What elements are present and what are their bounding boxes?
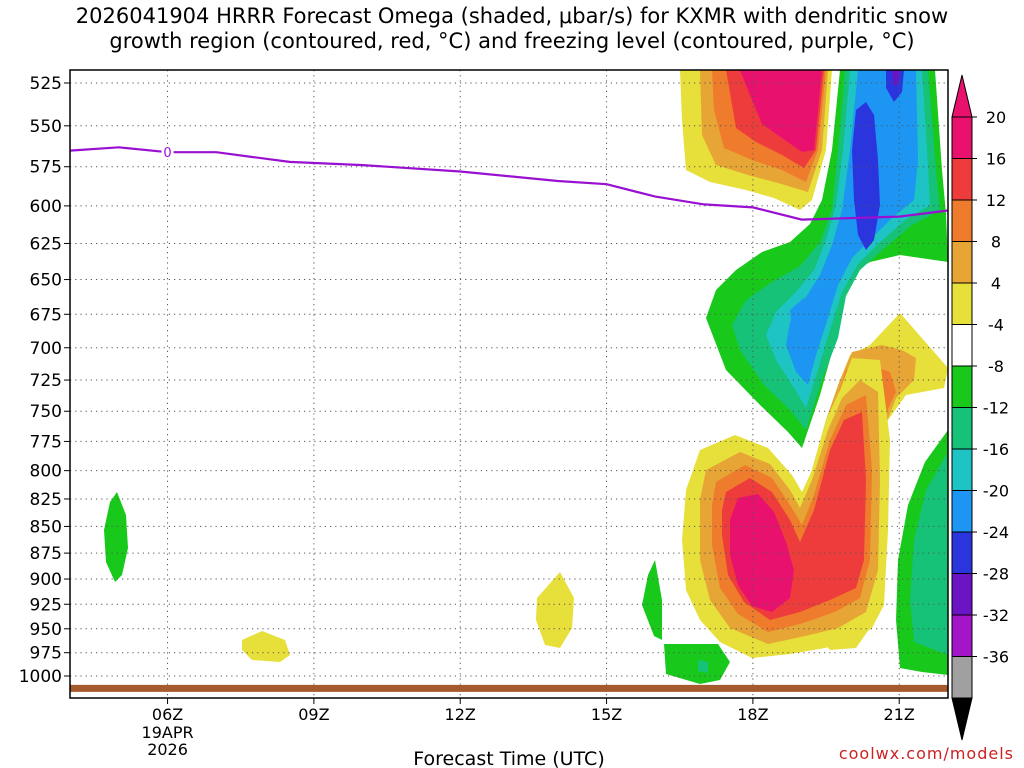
x-tick-date: 19APR <box>142 723 194 742</box>
colorbar-label-11: -28 <box>983 565 1009 584</box>
grid-lines <box>70 70 948 698</box>
y-tick-label-725: 725 <box>30 371 62 391</box>
colorbar-label-9: -20 <box>983 482 1009 501</box>
title-line-2: growth region (contoured, red, °C) and f… <box>109 29 915 53</box>
colorbar-cell-0 <box>951 116 973 159</box>
y-tick-label-600: 600 <box>30 197 62 217</box>
omega-upper-sinking-band <box>706 70 948 448</box>
y-tick-label-850: 850 <box>30 517 62 537</box>
freezing-level-line <box>69 146 949 221</box>
y-tick-label-650: 650 <box>30 271 62 291</box>
colorbar-cell-10 <box>951 531 973 574</box>
colorbar: 20 16 12 8 4 -4 -8 -12 -16 -20 -24 -28 -32 -36 <box>951 74 1009 741</box>
y-tick-label-900: 900 <box>30 570 62 590</box>
y-tick-label-775: 775 <box>30 432 62 452</box>
omega-upper-rising-core <box>680 70 832 210</box>
y-tick-label-700: 700 <box>30 339 62 359</box>
colorbar-cell-2 <box>951 199 973 242</box>
colorbar-label-5: -4 <box>988 316 1004 335</box>
title-line-1: 2026041904 HRRR Forecast Omega (shaded, … <box>75 4 949 28</box>
colorbar-cell-3 <box>951 241 973 284</box>
colorbar-label-4: 4 <box>991 274 1001 293</box>
colorbar-bottom-triangle <box>951 697 973 741</box>
y-tick-label-550: 550 <box>30 117 62 137</box>
colorbar-label-8: -16 <box>983 440 1009 459</box>
colorbar-cell-4 <box>951 282 973 325</box>
colorbar-cell-9 <box>951 490 973 533</box>
freezing-level-label-bg <box>161 145 174 160</box>
y-tick-label-825: 825 <box>30 490 62 510</box>
plot-frame <box>69 69 949 699</box>
colorbar-cell-7 <box>951 407 973 450</box>
colorbar-label-1: 16 <box>986 150 1006 169</box>
colorbar-cell-12 <box>951 614 973 657</box>
omega-lower-rising-core <box>682 358 890 658</box>
omega-small-rising-patches <box>242 572 574 662</box>
y-tick-label-625: 625 <box>30 234 62 254</box>
x-axis-label: Forecast Time (UTC) <box>413 748 604 768</box>
colorbar-cell-13 <box>951 656 973 699</box>
freezing-level-contour: 0 <box>69 145 949 221</box>
x-tick-label-18Z: 18Z <box>737 705 768 724</box>
y-tick-label-800: 800 <box>30 462 62 482</box>
x-tick-label-21Z: 21Z <box>884 705 915 724</box>
colorbar-top-triangle <box>951 74 973 118</box>
y-tick-label-950: 950 <box>30 620 62 640</box>
colorbar-label-0: 20 <box>986 108 1006 127</box>
colorbar-label-10: -24 <box>983 523 1009 542</box>
colorbar-label-13: -36 <box>983 648 1009 667</box>
colorbar-label-7: -12 <box>983 399 1009 418</box>
y-tick-label-925: 925 <box>30 595 62 615</box>
colorbar-label-12: -32 <box>983 606 1009 625</box>
x-tick-label-09Z: 09Z <box>298 705 329 724</box>
y-tick-label-575: 575 <box>30 158 62 178</box>
watermark: coolwx.com/models <box>838 744 1014 763</box>
colorbar-cell-11 <box>951 573 973 616</box>
y-tick-label-1000: 1000 <box>19 667 62 687</box>
x-tick-label-15Z: 15Z <box>591 705 622 724</box>
y-tick-label-750: 750 <box>30 402 62 422</box>
colorbar-label-2: 12 <box>986 191 1006 210</box>
x-tick-year: 2026 <box>147 740 188 759</box>
colorbar-cell-8 <box>951 448 973 491</box>
y-tick-label-525: 525 <box>30 74 62 94</box>
y-tick-label-875: 875 <box>30 544 62 564</box>
colorbar-label-3: 8 <box>991 233 1001 252</box>
x-tick-label-06Z: 06Z <box>152 705 183 724</box>
colorbar-label-6: -8 <box>988 357 1004 376</box>
y-axis: 525 550 575 600 625 650 675 700 725 750 775 800 825 8… <box>19 74 70 687</box>
chart-title: 2026041904 HRRR Forecast Omega (shaded, … <box>0 4 1024 54</box>
y-tick-label-975: 975 <box>30 644 62 664</box>
y-tick-label-675: 675 <box>30 305 62 325</box>
colorbar-cell-6 <box>951 365 973 408</box>
ground-strip <box>70 684 948 692</box>
colorbar-cell-5 <box>951 324 973 367</box>
x-tick-label-12Z: 12Z <box>445 705 476 724</box>
omega-shading <box>104 70 948 684</box>
freezing-level-label: 0 <box>163 146 171 161</box>
colorbar-cell-1 <box>951 158 973 201</box>
